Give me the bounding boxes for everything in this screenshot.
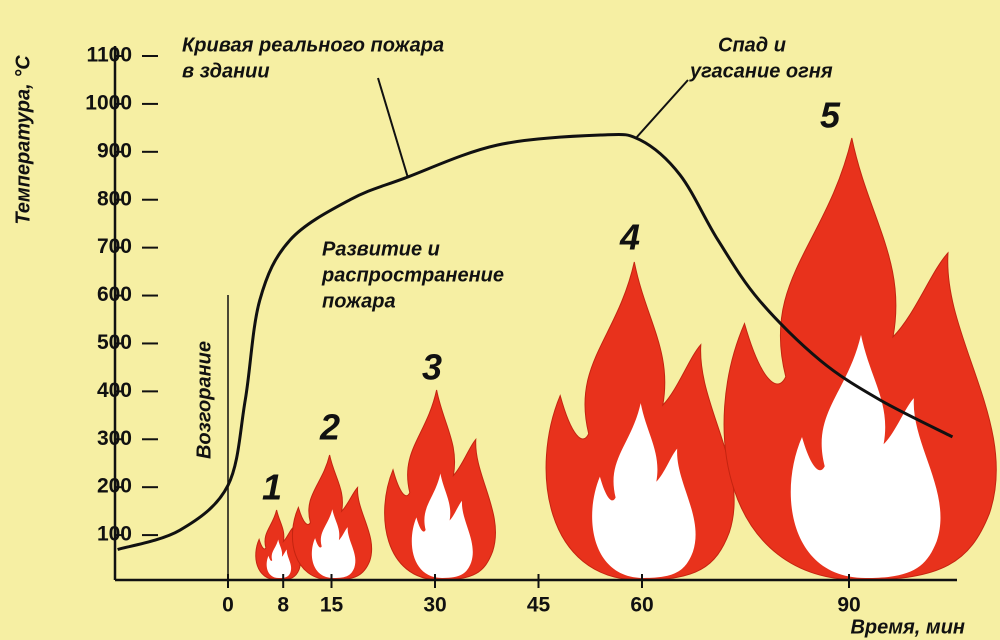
x-axis-label: Время, мин: [850, 616, 965, 638]
x-tick-label: 15: [320, 594, 344, 617]
stage-number: 2: [319, 407, 340, 448]
stage-number: 5: [820, 95, 841, 136]
ignition-label: Возгорание: [193, 341, 215, 459]
y-tick-label: 900: [97, 139, 132, 162]
y-tick-label: 1000: [85, 91, 132, 114]
y-axis-label: Температура, °С: [12, 55, 34, 225]
x-tick-label: 45: [527, 594, 551, 617]
y-tick-label: 100: [97, 523, 132, 546]
x-tick-label: 30: [423, 594, 446, 617]
growth-note: пожара: [322, 290, 396, 312]
flame-core: [311, 509, 356, 578]
stage-number: 3: [422, 347, 442, 388]
y-tick-label: 700: [97, 235, 132, 258]
growth-note: Развитие и: [322, 238, 440, 260]
y-tick-label: 600: [97, 283, 132, 306]
decline-note: Спад и: [718, 34, 786, 56]
curve-pointer: [377, 77, 409, 179]
decline-note: угасание огня: [689, 60, 833, 82]
x-tick-label: 90: [837, 594, 860, 617]
flame-core: [411, 473, 473, 578]
y-tick-label: 300: [97, 427, 132, 450]
x-tick-label: 60: [630, 594, 653, 617]
flame-core: [266, 539, 292, 578]
y-tick-label: 500: [97, 331, 132, 354]
stage-number: 1: [262, 467, 282, 508]
y-tick-label: 1100: [86, 44, 132, 67]
flame-core: [790, 334, 941, 578]
x-tick-label: 0: [222, 594, 234, 617]
curve-note: в здании: [182, 60, 270, 82]
flame-core: [592, 403, 696, 578]
decline-pointer: [635, 79, 689, 139]
growth-note: распространение: [321, 264, 504, 286]
y-tick-label: 800: [97, 187, 132, 210]
temperature-curve: [117, 132, 954, 551]
curve-note: Кривая реального пожара: [182, 34, 444, 56]
y-tick-label: 200: [97, 475, 132, 498]
x-tick-label: 8: [277, 594, 289, 617]
y-tick-label: 400: [97, 379, 132, 402]
stage-number: 4: [619, 217, 640, 258]
